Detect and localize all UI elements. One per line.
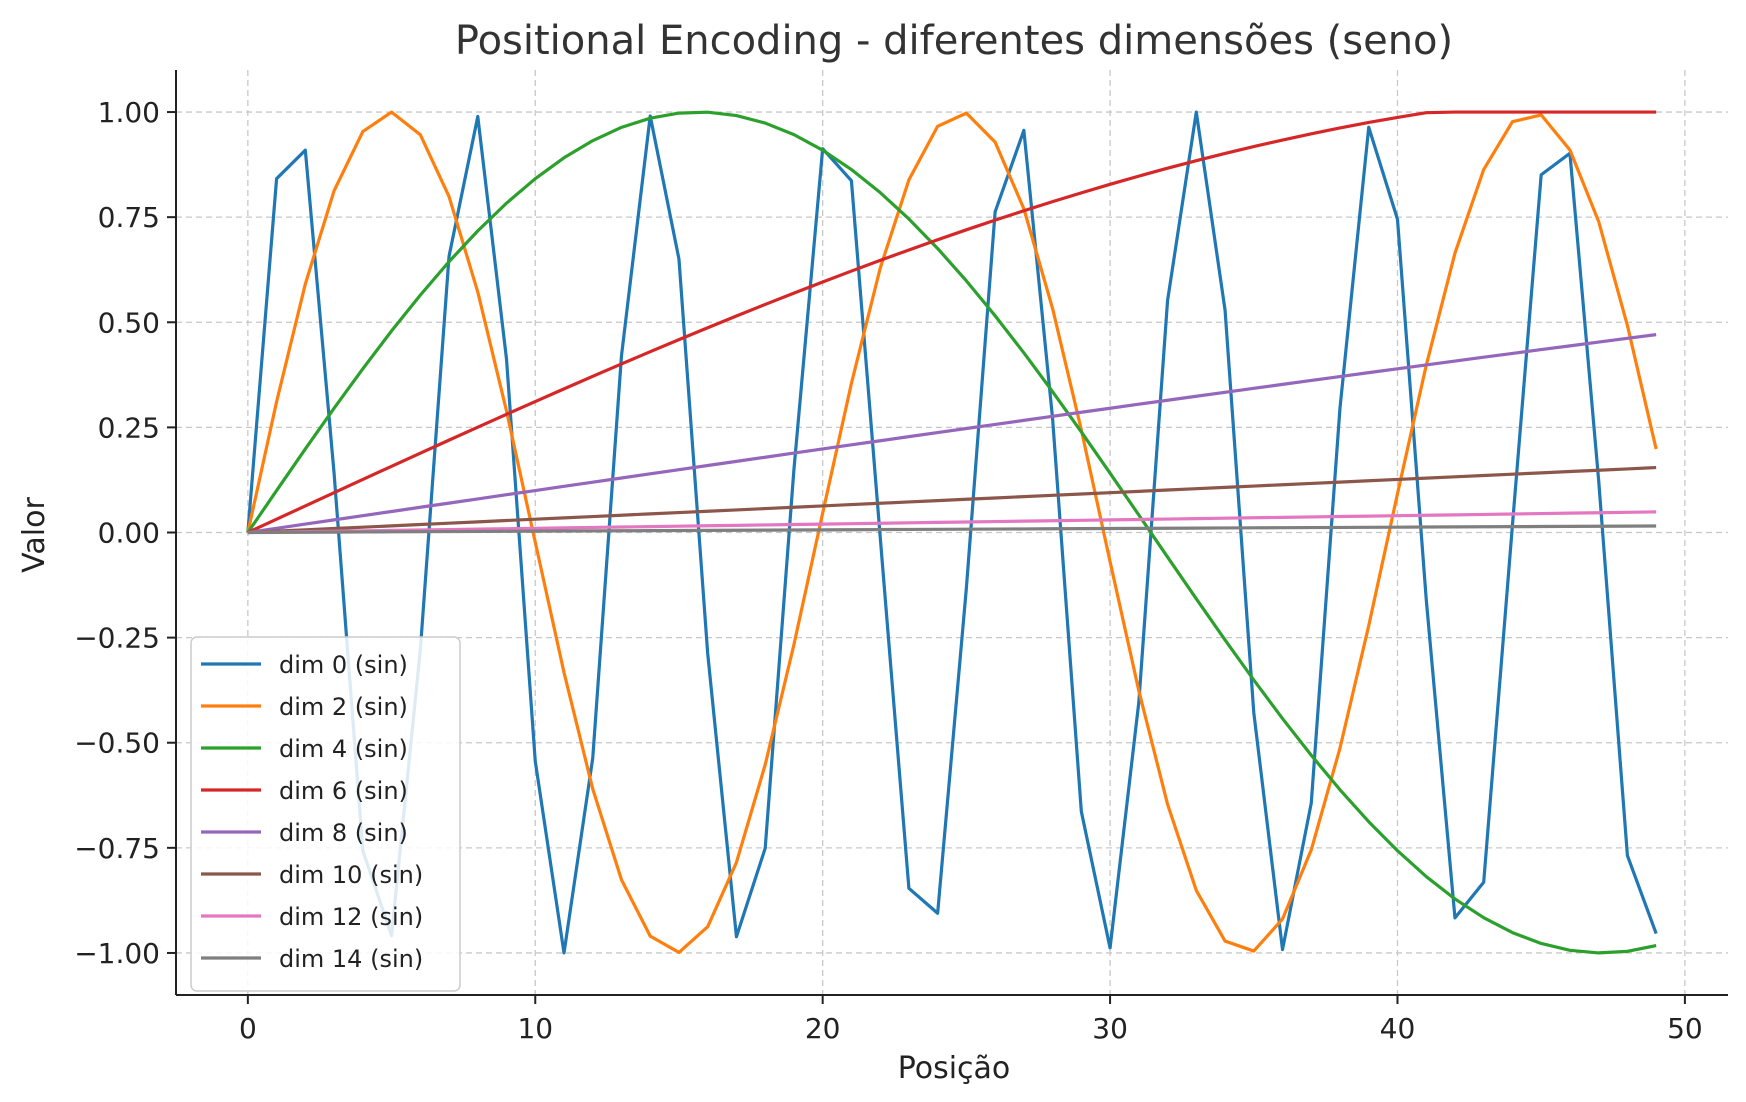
legend-label: dim 0 (sin) — [279, 651, 408, 679]
y-tick-label: −0.75 — [74, 832, 160, 865]
legend-label: dim 10 (sin) — [279, 861, 423, 889]
series-line-dim-8-sin — [247, 333, 1657, 535]
y-tick-label: 0.50 — [98, 306, 160, 339]
legend-label: dim 2 (sin) — [279, 693, 408, 721]
legend-box — [190, 636, 461, 992]
legend-label: dim 12 (sin) — [279, 903, 423, 931]
y-tick-label: 1.00 — [98, 96, 160, 129]
legend-label: dim 8 (sin) — [279, 819, 408, 847]
series-line-dim-2-sin — [246, 110, 1658, 955]
y-tick-label: 0.75 — [98, 201, 160, 234]
y-tick-label: 0.25 — [98, 411, 160, 444]
series-line-dim-4-sin — [246, 110, 1657, 955]
series-line-dim-12-sin — [247, 510, 1657, 535]
series-line-dim-14-sin — [247, 524, 1657, 535]
legend-label: dim 4 (sin) — [279, 735, 408, 763]
chart-title: Positional Encoding - diferentes dimensõ… — [455, 18, 1453, 64]
legend-label: dim 6 (sin) — [279, 777, 408, 805]
y-tick-label: −0.50 — [74, 727, 160, 760]
legend-label: dim 14 (sin) — [279, 945, 423, 973]
y-tick-label: −1.00 — [74, 937, 160, 970]
legend: dim 0 (sin) dim 2 (sin) dim 4 (sin) dim 6 (… — [190, 636, 461, 992]
x-tick-label: 0 — [239, 1012, 257, 1045]
y-tick-label: −0.25 — [74, 622, 160, 655]
series-line-dim-10-sin — [247, 465, 1657, 535]
x-tick-label: 20 — [805, 1012, 841, 1045]
x-tick-label: 10 — [517, 1012, 553, 1045]
y-axis-label: Valor — [17, 497, 52, 573]
x-tick-label: 30 — [1092, 1012, 1128, 1045]
x-tick-label: 40 — [1380, 1012, 1416, 1045]
series-line-dim-0-sin — [246, 110, 1658, 955]
y-tick-label: 0.00 — [98, 517, 160, 550]
ticks: 0 10 20 30 40 50 1.00 0.75 0.50 0.25 0.00 −0.25 −0.5… — [74, 96, 1703, 1045]
x-axis-label: Posição — [898, 1051, 1011, 1086]
series-layer — [246, 110, 1658, 955]
x-tick-label: 50 — [1667, 1012, 1703, 1045]
series-line-dim-6-sin — [247, 110, 1657, 534]
